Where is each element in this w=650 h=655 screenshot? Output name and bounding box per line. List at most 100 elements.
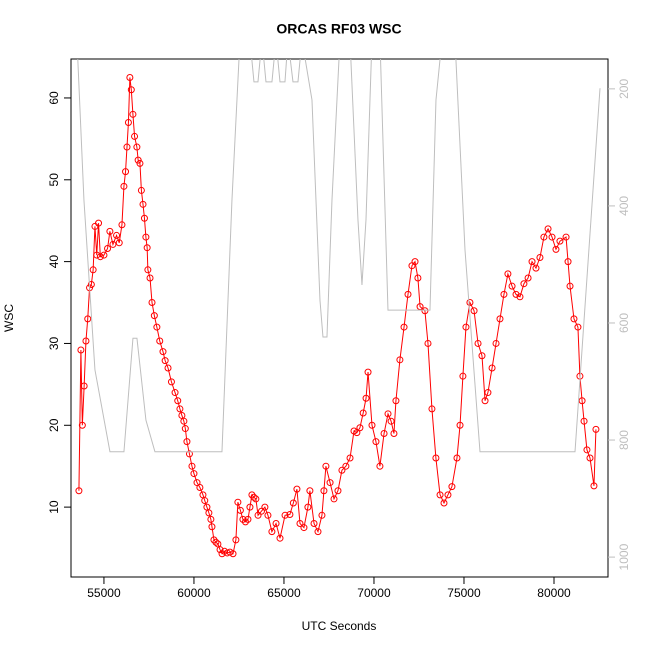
data-point: [144, 266, 152, 274]
data-point: [80, 382, 88, 390]
data-point: [444, 491, 452, 499]
data-point: [470, 307, 478, 315]
data-point: [322, 462, 330, 470]
data-point: [387, 417, 395, 425]
data-point: [164, 364, 172, 372]
data-point: [520, 280, 528, 288]
data-point: [590, 482, 598, 490]
data-point: [136, 159, 144, 167]
data-point: [424, 339, 432, 347]
data-point: [183, 438, 191, 446]
data-point: [500, 290, 508, 298]
data-point: [289, 499, 297, 507]
x-tick-label: 70000: [357, 586, 391, 600]
data-point: [368, 421, 376, 429]
data-point: [261, 503, 269, 511]
data-point: [342, 462, 350, 470]
data-point: [376, 462, 384, 470]
data-point: [133, 143, 141, 151]
data-point: [150, 312, 158, 320]
data-point: [127, 86, 135, 94]
data-point: [540, 233, 548, 241]
data-point: [364, 368, 372, 376]
data-point: [334, 487, 342, 495]
data-point: [167, 378, 175, 386]
data-point: [205, 509, 213, 517]
data-point: [462, 323, 470, 331]
y-tick-label: 40: [47, 255, 61, 269]
data-point: [131, 132, 139, 140]
chart-title: ORCAS RF03 WSC: [276, 21, 401, 37]
data-point: [142, 233, 150, 241]
data-point: [250, 493, 258, 501]
data-point: [122, 168, 130, 176]
data-point: [139, 200, 147, 208]
data-point: [156, 337, 164, 345]
data-point: [113, 231, 121, 239]
data-point: [120, 182, 128, 190]
data-point: [304, 503, 312, 511]
data-point: [580, 417, 588, 425]
data-point: [95, 219, 103, 227]
data-point: [524, 274, 532, 282]
data-point: [124, 119, 132, 127]
data-point: [252, 495, 260, 503]
data-point: [234, 498, 242, 506]
data-point: [293, 485, 301, 493]
data-point: [78, 421, 86, 429]
data-point: [528, 258, 536, 266]
data-point: [106, 227, 114, 235]
data-point: [456, 421, 464, 429]
data-point: [592, 425, 600, 433]
data-point: [474, 339, 482, 347]
data-point: [89, 266, 97, 274]
data-point: [257, 507, 265, 515]
data-point: [196, 483, 204, 491]
data-point: [146, 274, 154, 282]
y-tick-label: 20: [47, 418, 61, 432]
data-point: [396, 356, 404, 364]
data-point: [380, 429, 388, 437]
data-point: [552, 245, 560, 253]
data-point: [148, 299, 156, 307]
x-tick-label: 55000: [87, 586, 121, 600]
y2-tick-label: 1000: [617, 543, 631, 570]
data-point: [414, 274, 422, 282]
data-point: [104, 245, 112, 253]
x-tick-label: 65000: [267, 586, 301, 600]
plot-area: [75, 59, 601, 558]
data-point: [481, 397, 489, 405]
data-point: [400, 323, 408, 331]
data-point: [201, 497, 209, 505]
data-point: [244, 515, 252, 523]
data-point: [171, 389, 179, 397]
series-line: [77, 59, 601, 453]
data-point: [161, 357, 169, 365]
data-point: [254, 511, 262, 519]
data-point: [181, 425, 189, 433]
data-point: [153, 323, 161, 331]
data-point: [488, 364, 496, 372]
data-point: [362, 394, 370, 402]
data-point: [492, 339, 500, 347]
data-point: [330, 495, 338, 503]
data-point: [353, 429, 361, 437]
data-point: [140, 214, 148, 222]
data-point: [448, 483, 456, 491]
data-point: [478, 352, 486, 360]
data-point: [87, 281, 95, 289]
data-point: [453, 454, 461, 462]
y-tick-label: 50: [47, 173, 61, 187]
data-point: [264, 511, 272, 519]
data-point: [566, 282, 574, 290]
data-point: [286, 510, 294, 518]
data-point: [392, 397, 400, 405]
data-point: [516, 293, 524, 301]
y2-tick-label: 800: [617, 430, 631, 450]
series-line: [78, 77, 597, 555]
data-point: [276, 534, 284, 542]
data-point: [129, 110, 137, 118]
data-point: [176, 405, 184, 413]
data-point: [440, 499, 448, 507]
